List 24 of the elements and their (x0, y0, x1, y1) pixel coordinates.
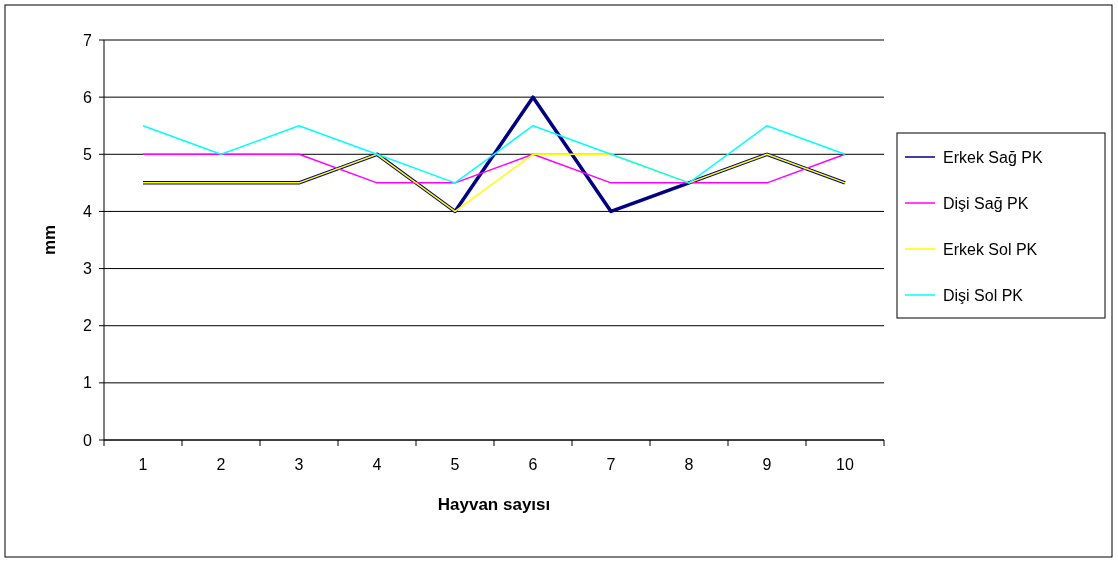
x-tick-label: 9 (762, 456, 772, 473)
legend-label: Erkek Sağ PK (943, 148, 1043, 166)
y-tick-label: 4 (83, 203, 93, 221)
y-tick-label: 1 (83, 374, 93, 392)
y-tick-label: 3 (83, 260, 93, 278)
y-tick-label: 0 (83, 431, 93, 449)
x-tick-label: 3 (294, 456, 304, 473)
legend-label: Erkek Sol PK (943, 240, 1038, 258)
x-axis-title: Hayvan sayısı (437, 495, 551, 514)
x-tick-label: 1 (138, 456, 148, 473)
x-tick-label: 6 (528, 456, 538, 473)
x-tick-label: 10 (836, 456, 854, 473)
y-tick-label: 6 (83, 88, 93, 106)
x-tick-label: 2 (216, 456, 226, 473)
x-tick-label: 7 (606, 456, 616, 473)
x-tick-label: 8 (684, 456, 694, 473)
x-tick-label: 5 (450, 456, 460, 473)
y-tick-label: 2 (83, 317, 93, 335)
y-tick-label: 5 (83, 145, 93, 163)
legend-label: Dişi Sağ PK (943, 194, 1029, 212)
y-tick-label: 7 (83, 31, 93, 49)
legend-label: Dişi Sol PK (943, 286, 1024, 304)
x-tick-label: 4 (372, 456, 382, 473)
y-axis-title: mm (40, 224, 59, 256)
